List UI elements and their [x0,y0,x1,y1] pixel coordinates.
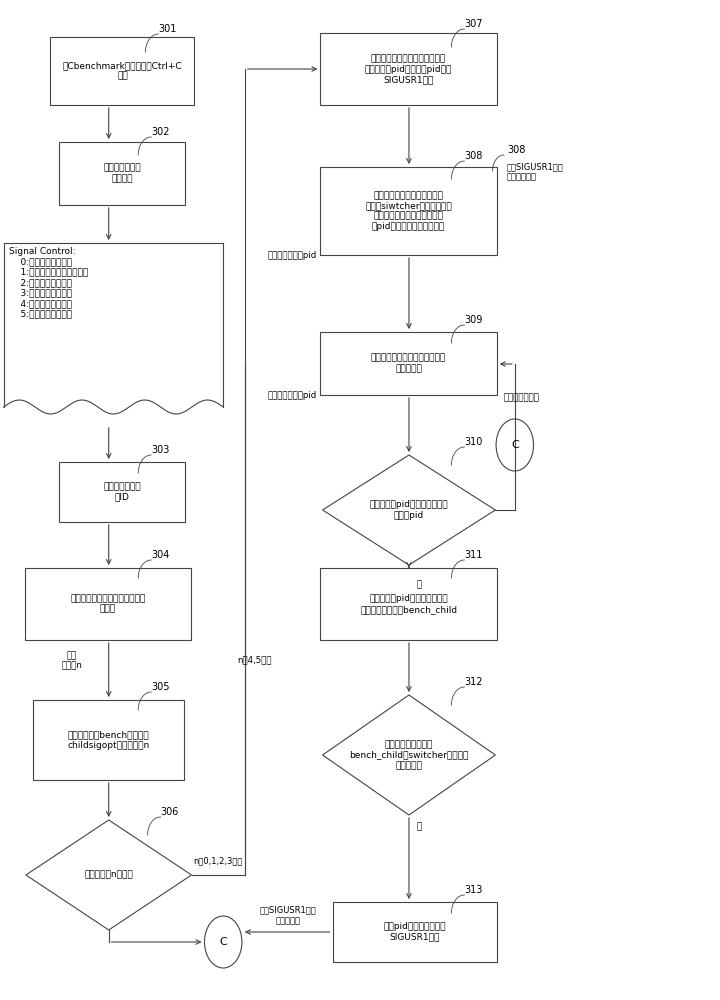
FancyBboxPatch shape [320,568,497,640]
Text: 判断输入的pid是否为本进程的
子进程pid: 判断输入的pid是否为本进程的 子进程pid [369,500,449,520]
Text: 301: 301 [158,24,177,34]
Text: 用户选择要操作的选项，发送给
终端。: 用户选择要操作的选项，发送给 终端。 [71,594,145,614]
Text: C: C [220,937,227,947]
Text: 310: 310 [464,437,483,447]
Text: 通过输入的pid得到共享内存中
该子进程的结构体bench_child: 通过输入的pid得到共享内存中 该子进程的结构体bench_child [360,594,457,614]
Text: 313: 313 [464,885,483,895]
Text: 309: 309 [464,315,483,325]
Text: 305: 305 [151,682,170,692]
Text: 308: 308 [508,145,526,155]
Text: 选择
操作数n: 选择 操作数n [62,651,82,670]
Text: 307: 307 [464,19,483,29]
Text: 向用户返回可操
作的菜单: 向用户返回可操 作的菜单 [103,164,141,183]
Text: 判断操作符n的取值: 判断操作符n的取值 [84,870,133,880]
Text: 输出某几个进程pid: 输出某几个进程pid [268,251,317,260]
Text: 308: 308 [464,151,483,161]
Text: n是4,5之一: n是4,5之一 [238,656,272,664]
Text: 发送SIGUSR1信号
给该子进程: 发送SIGUSR1信号 给该子进程 [260,906,316,925]
Text: 是: 是 [416,580,421,589]
Text: 要求用户输入操
作ID: 要求用户输入操 作ID [103,482,141,502]
Text: 选择欲暂停或者恢复运行等操作
的指定进程: 选择欲暂停或者恢复运行等操作 的指定进程 [371,354,446,373]
Text: 311: 311 [464,550,483,560]
Text: 判断该子进程结构体
bench_child的switcher元素状态
是否可操作: 判断该子进程结构体 bench_child的switcher元素状态 是否可操作 [349,740,469,770]
Text: 通过pid向该子进程发送
SIGUSR1信号: 通过pid向该子进程发送 SIGUSR1信号 [384,922,446,942]
Circle shape [496,419,534,471]
Text: 输入选择的进程pid: 输入选择的进程pid [268,391,317,400]
FancyBboxPatch shape [50,37,194,105]
FancyBboxPatch shape [25,568,191,640]
FancyBboxPatch shape [333,902,497,962]
Text: 将共享内存中bench结构体的
childsigopt元素设置为n: 将共享内存中bench结构体的 childsigopt元素设置为n [68,730,150,750]
Text: n是0,1,2,3之一: n是0,1,2,3之一 [194,856,243,865]
Polygon shape [323,695,495,815]
Text: 向Cbenchmark主进程发送Ctrl+C
信号: 向Cbenchmark主进程发送Ctrl+C 信号 [63,61,182,81]
Text: 发送SIGUSR1信号
给每个子进程: 发送SIGUSR1信号 给每个子进程 [506,162,563,181]
Text: 是: 是 [416,822,421,832]
Text: 304: 304 [151,550,170,560]
Text: 302: 302 [151,127,170,137]
Text: 遍历共享内存中每个子进程结
构体的siwtcher，获得其当前
状态，并将处于某种状态进程
的pid返回给用户以供选择。: 遍历共享内存中每个子进程结 构体的siwtcher，获得其当前 状态，并将处于某… [365,191,452,231]
Text: Signal Control:
    0:强制退出性能测试
    1:停止执行但统计测试数据
    2:暂停所有虚拟用户
    3:恢复所有虚拟用户
 : Signal Control: 0:强制退出性能测试 1:停止执行但统计测试数据… [9,247,89,318]
FancyBboxPatch shape [59,462,185,522]
Polygon shape [323,455,495,565]
FancyBboxPatch shape [320,33,497,105]
Text: 306: 306 [161,807,179,817]
Circle shape [204,916,242,968]
FancyBboxPatch shape [33,700,184,780]
Polygon shape [26,820,192,930]
Text: C: C [511,440,518,450]
FancyBboxPatch shape [59,142,185,205]
Text: 303: 303 [151,445,170,455]
FancyBboxPatch shape [320,332,497,395]
Text: 312: 312 [464,677,483,687]
Text: 不是，重新输入: 不是，重新输入 [504,393,540,402]
FancyBboxPatch shape [320,167,497,255]
Text: 遍历共享内存中的子进程链表，
获得子进程pid，给每个pid发送
SIGUSR1信号: 遍历共享内存中的子进程链表， 获得子进程pid，给每个pid发送 SIGUSR1… [365,54,452,84]
